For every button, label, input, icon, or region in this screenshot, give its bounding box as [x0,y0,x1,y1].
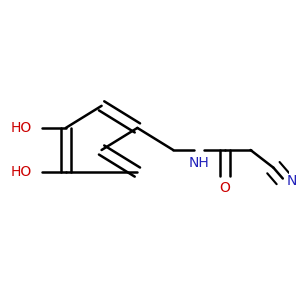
Text: N: N [286,174,297,188]
Text: O: O [219,181,230,195]
Text: HO: HO [10,121,32,135]
Text: HO: HO [10,165,32,179]
Text: NH: NH [189,156,209,170]
